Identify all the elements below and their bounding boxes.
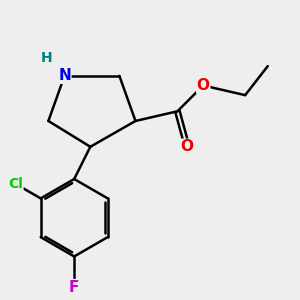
Text: F: F [69,280,80,295]
Text: O: O [197,78,210,93]
Text: Cl: Cl [8,177,23,191]
Text: O: O [181,139,194,154]
Text: H: H [41,51,52,65]
Text: N: N [58,68,71,83]
